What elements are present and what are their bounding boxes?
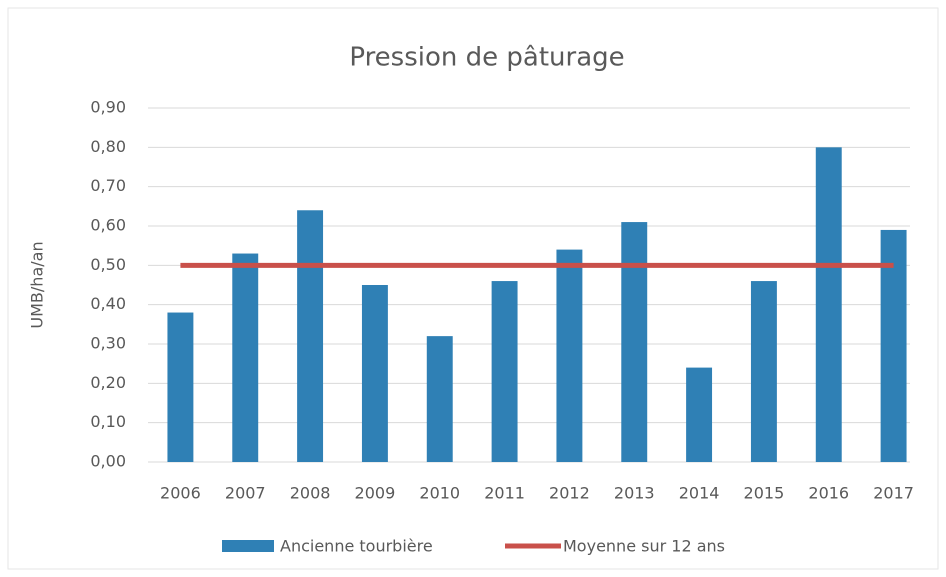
x-tick-label: 2015: [744, 484, 785, 503]
chart-title: Pression de pâturage: [349, 43, 624, 73]
x-tick-label: 2011: [484, 484, 525, 503]
bar: [556, 249, 583, 462]
x-tick-label: 2016: [808, 484, 849, 503]
y-tick-label: 0,60: [90, 216, 126, 235]
bar: [491, 281, 518, 462]
bar: [361, 285, 388, 462]
x-tick-label: 2013: [614, 484, 655, 503]
y-tick-label: 0,40: [90, 294, 126, 313]
bar: [815, 147, 842, 463]
legend-swatch: [222, 540, 274, 552]
bar: [232, 253, 259, 462]
bar: [880, 229, 907, 462]
y-tick-label: 0,30: [90, 334, 126, 353]
x-tick-label: 2010: [419, 484, 460, 503]
y-tick-label: 0,00: [90, 452, 126, 471]
bar: [167, 312, 194, 462]
y-tick-label: 0,80: [90, 137, 126, 156]
y-tick-label: 0,50: [90, 255, 126, 274]
bar: [297, 210, 324, 462]
bar: [621, 222, 648, 462]
y-tick-label: 0,20: [90, 373, 126, 392]
bar: [686, 367, 713, 462]
y-axis-label: UMB/ha/an: [28, 241, 47, 328]
x-tick-label: 2012: [549, 484, 590, 503]
y-tick-label: 0,10: [90, 412, 126, 431]
x-tick-label: 2017: [873, 484, 914, 503]
y-tick-label: 0,70: [90, 176, 126, 195]
legend-label: Moyenne sur 12 ans: [563, 537, 725, 556]
x-tick-label: 2009: [355, 484, 396, 503]
legend-label: Ancienne tourbière: [280, 537, 433, 556]
bar: [750, 281, 777, 462]
chart-frame: [7, 7, 939, 570]
y-tick-label: 0,90: [90, 98, 126, 117]
x-tick-label: 2008: [290, 484, 331, 503]
bar: [426, 336, 453, 462]
x-tick-label: 2014: [679, 484, 720, 503]
x-tick-label: 2006: [160, 484, 201, 503]
x-tick-label: 2007: [225, 484, 266, 503]
